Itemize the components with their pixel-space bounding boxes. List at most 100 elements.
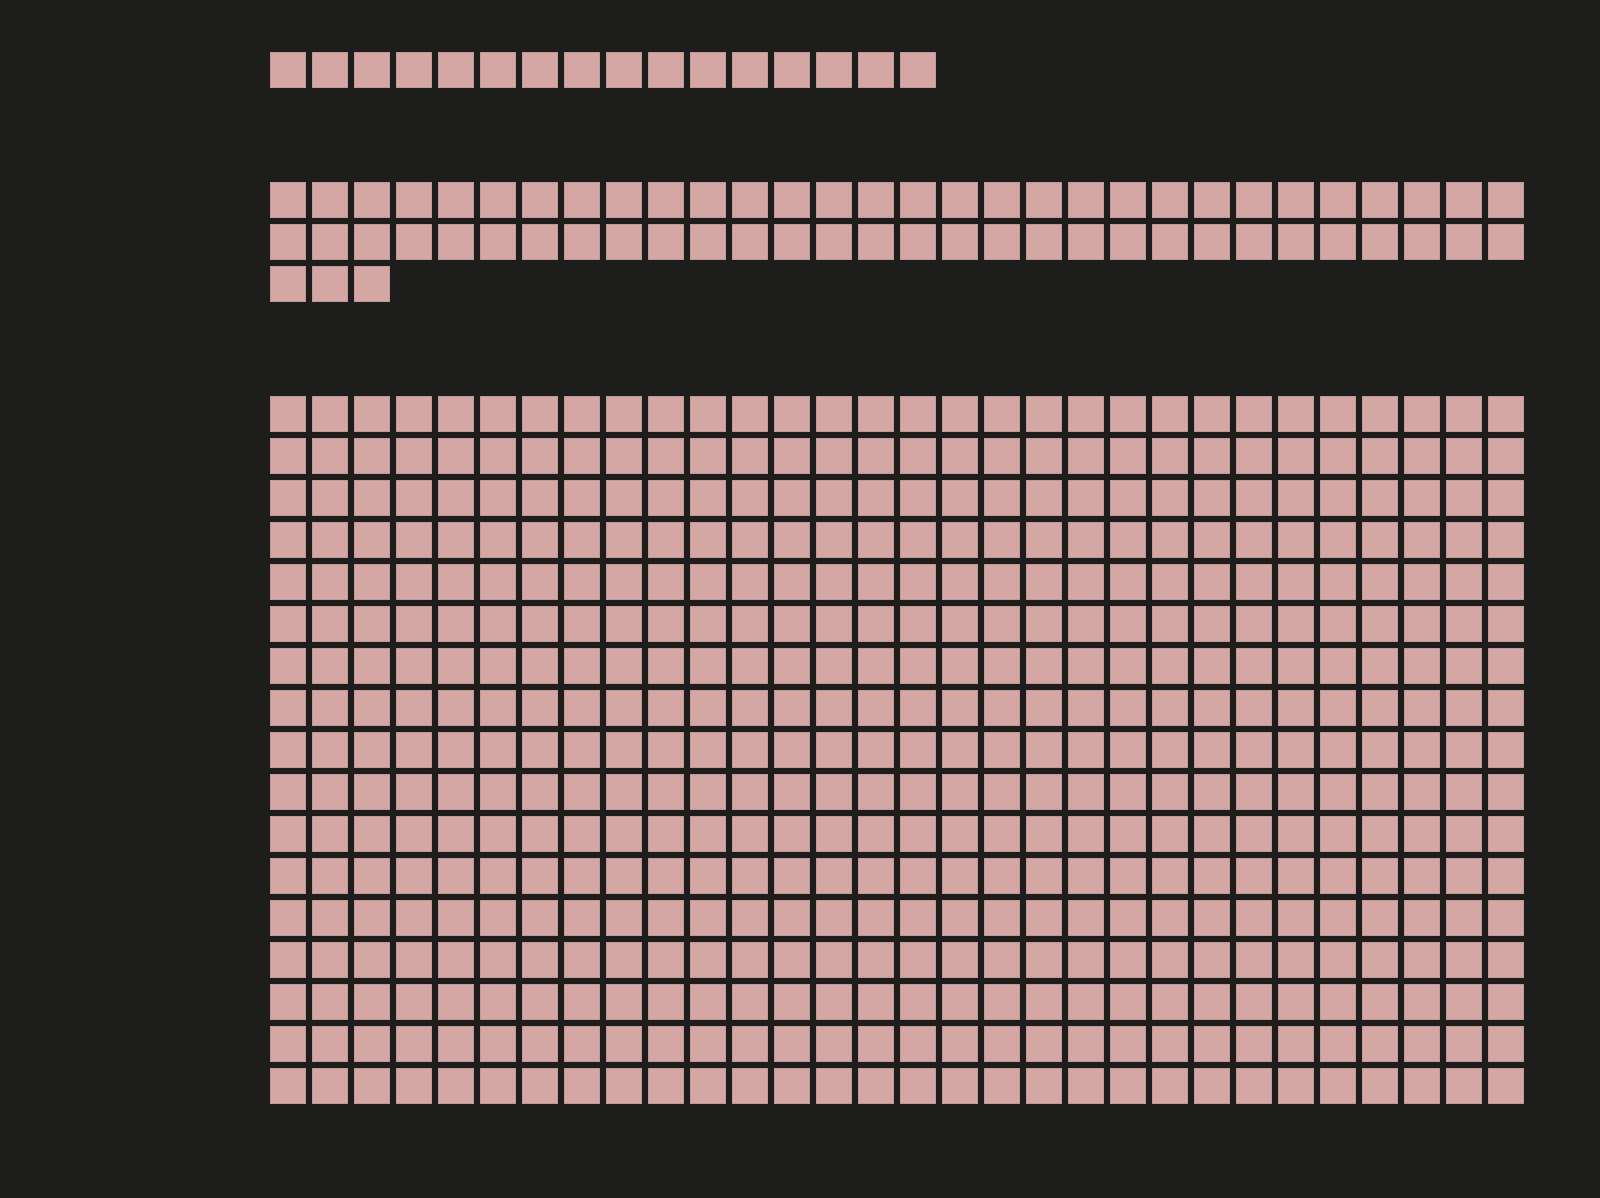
waffle-square [858,52,894,88]
waffle-square [1404,984,1440,1020]
waffle-square [606,396,642,432]
waffle-square [480,648,516,684]
waffle-square [480,438,516,474]
waffle-square [564,1068,600,1104]
waffle-square [774,942,810,978]
waffle-square [1362,1026,1398,1062]
waffle-square [984,396,1020,432]
waffle-square [1068,224,1104,260]
waffle-square [312,224,348,260]
waffle-square [480,774,516,810]
waffle-square [270,224,306,260]
waffle-square [1320,396,1356,432]
waffle-square [1236,522,1272,558]
waffle-square [312,564,348,600]
waffle-square [1110,732,1146,768]
waffle-square [1404,1026,1440,1062]
waffle-square [1362,900,1398,936]
waffle-square [1362,396,1398,432]
waffle-square [858,438,894,474]
waffle-square [1404,900,1440,936]
waffle-square [1446,1068,1482,1104]
waffle-square [354,522,390,558]
waffle-square [522,942,558,978]
waffle-square [480,522,516,558]
waffle-square [1278,816,1314,852]
waffle-square [1026,1026,1062,1062]
waffle-square [1446,1026,1482,1062]
waffle-square [900,606,936,642]
waffle-square [564,564,600,600]
waffle-square [1068,942,1104,978]
waffle-square [1446,900,1482,936]
waffle-square [900,522,936,558]
waffle-square [774,606,810,642]
waffle-square [270,480,306,516]
waffle-square [732,438,768,474]
waffle-square [816,1068,852,1104]
waffle-square [396,438,432,474]
waffle-square [480,900,516,936]
waffle-square [1236,224,1272,260]
waffle-square [942,606,978,642]
waffle-square [1026,182,1062,218]
waffle-square [270,396,306,432]
waffle-square [1278,900,1314,936]
waffle-square [1194,732,1230,768]
waffle-square [354,52,390,88]
waffle-square [522,690,558,726]
waffle-square [774,52,810,88]
waffle-square [816,564,852,600]
waffle-square [1026,438,1062,474]
waffle-square [942,858,978,894]
waffle-square [1026,816,1062,852]
waffle-square [312,606,348,642]
waffle-square [816,732,852,768]
waffle-square [1278,606,1314,642]
waffle-square [942,438,978,474]
waffle-square [900,396,936,432]
waffle-square [1404,774,1440,810]
waffle-square [1152,480,1188,516]
waffle-square [690,900,726,936]
waffle-square [942,690,978,726]
waffle-square [1152,224,1188,260]
waffle-square [1362,774,1398,810]
waffle-square [900,774,936,810]
waffle-square [354,942,390,978]
waffle-square [1278,1026,1314,1062]
waffle-square [900,942,936,978]
waffle-square [480,606,516,642]
waffle-square [1362,606,1398,642]
waffle-square [942,480,978,516]
waffle-square [1488,182,1524,218]
waffle-square [1026,480,1062,516]
waffle-square [522,480,558,516]
waffle-square [1110,900,1146,936]
waffle-square [564,648,600,684]
waffle-square [858,224,894,260]
waffle-square [1488,858,1524,894]
waffle-square [354,606,390,642]
waffle-square [522,52,558,88]
waffle-square [396,224,432,260]
waffle-square [480,942,516,978]
waffle-square [396,984,432,1020]
waffle-square [270,438,306,474]
waffle-square [1236,648,1272,684]
waffle-square [312,522,348,558]
waffle-square [1362,564,1398,600]
waffle-square [1278,942,1314,978]
waffle-square [522,396,558,432]
waffle-square [564,690,600,726]
waffle-square [480,396,516,432]
waffle-square [648,774,684,810]
waffle-square [648,690,684,726]
waffle-square [1488,522,1524,558]
waffle-square [564,52,600,88]
waffle-square [1026,774,1062,810]
waffle-square [1152,774,1188,810]
waffle-square [858,900,894,936]
waffle-square [1278,438,1314,474]
waffle-square [858,396,894,432]
